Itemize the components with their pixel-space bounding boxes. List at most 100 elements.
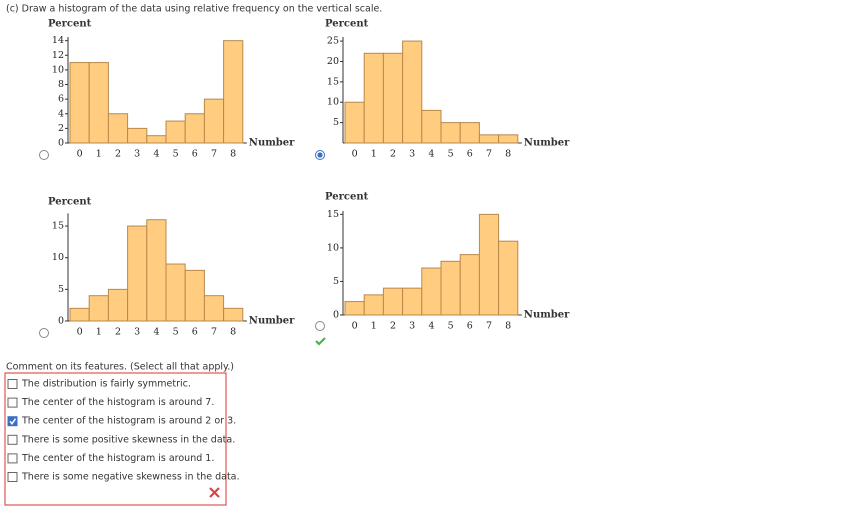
y-axis-label: Percent (325, 19, 369, 30)
bar (184, 113, 205, 144)
y-axis-label: Percent (325, 192, 369, 203)
x-tick-label: 4 (428, 149, 434, 160)
x-tick-label: 5 (173, 327, 179, 338)
bar (459, 122, 480, 144)
x-tick-label: 7 (486, 149, 492, 160)
y-tick-label: 0 (58, 138, 64, 149)
x-tick-label: 6 (467, 321, 473, 332)
x-tick-label: 3 (409, 321, 415, 332)
y-tick-label: 14 (52, 35, 64, 46)
bar (363, 294, 384, 316)
x-tick-label: 3 (409, 149, 415, 160)
y-tick-label: 10 (327, 242, 339, 253)
option-label: The center of the histogram is around 7. (21, 397, 214, 408)
x-tick-label: 1 (371, 321, 377, 332)
option-label: There is some positive skewness in the d… (21, 434, 235, 445)
radio-button[interactable] (39, 328, 49, 338)
bar (107, 288, 129, 322)
x-tick-label: 8 (505, 149, 511, 160)
checkbox[interactable] (7, 453, 18, 464)
y-tick-label: 10 (52, 252, 64, 263)
y-tick-label: 15 (327, 76, 339, 87)
x-tick-label: 3 (134, 149, 140, 160)
y-tick-label: 10 (327, 97, 339, 108)
comment-prompt: Comment on its features. (Select all tha… (6, 362, 234, 373)
x-tick-label: 5 (173, 149, 179, 160)
x-tick-label: 7 (211, 149, 217, 160)
bar (69, 62, 90, 144)
y-tick-label: 4 (58, 108, 64, 119)
bar (382, 287, 404, 316)
bar (223, 40, 244, 144)
checkbox[interactable] (7, 416, 18, 427)
y-axis-label: Percent (48, 19, 92, 30)
x-tick-label: 0 (77, 149, 83, 160)
x-axis-label: Number (524, 310, 570, 321)
bar (146, 135, 167, 144)
bar (421, 109, 442, 144)
x-tick-label: 5 (448, 321, 454, 332)
checkbox-tick (9, 418, 17, 425)
incorrect-icon (209, 487, 220, 498)
y-tick-label: 5 (58, 284, 64, 295)
x-tick-label: 6 (192, 149, 198, 160)
bar (440, 122, 461, 144)
instruction: (c) Draw a histogram of the data using r… (6, 4, 382, 15)
x-tick-label: 4 (153, 149, 159, 160)
bar (440, 260, 461, 316)
bar (459, 254, 480, 316)
x-tick-label: 2 (115, 327, 121, 338)
bar (146, 219, 167, 322)
x-tick-label: 8 (230, 327, 236, 338)
checkbox[interactable] (7, 379, 18, 389)
y-tick-label: 15 (327, 209, 339, 220)
x-tick-label: 4 (428, 321, 434, 332)
radio-button[interactable] (39, 150, 49, 160)
x-tick-label: 8 (230, 149, 236, 160)
bar (127, 127, 148, 144)
bar (421, 267, 442, 316)
bar (363, 52, 384, 144)
y-tick-label: 15 (52, 221, 64, 232)
checkbox[interactable] (7, 397, 18, 408)
x-tick-label: 2 (390, 321, 396, 332)
bar (203, 98, 225, 144)
bar (88, 295, 109, 322)
y-tick-label: 10 (52, 64, 64, 75)
radio-button[interactable] (315, 321, 325, 331)
bar (165, 120, 186, 144)
x-tick-label: 1 (96, 149, 102, 160)
checkbox[interactable] (7, 472, 18, 482)
option-label: The center of the histogram is around 2 … (21, 416, 236, 427)
bar (382, 52, 404, 144)
bar (478, 213, 500, 316)
bar (344, 301, 365, 316)
bar (69, 307, 90, 322)
x-tick-label: 1 (96, 327, 102, 338)
options-box (4, 372, 227, 506)
bar (402, 40, 423, 144)
x-tick-label: 7 (211, 327, 217, 338)
x-tick-label: 0 (352, 149, 358, 160)
y-tick-label: 8 (58, 79, 64, 90)
bar (203, 295, 225, 322)
bar (223, 307, 244, 322)
bar (344, 101, 365, 144)
bar (402, 287, 423, 316)
x-axis-label: Number (249, 138, 295, 149)
bar (88, 62, 109, 144)
y-tick-label: 5 (333, 276, 339, 287)
bar (478, 134, 500, 144)
bar (107, 113, 129, 144)
option-label: The center of the histogram is around 1. (21, 453, 214, 464)
x-axis-label: Number (249, 316, 295, 327)
y-tick-label: 2 (58, 123, 64, 134)
checkbox[interactable] (7, 434, 18, 445)
x-tick-label: 0 (77, 327, 83, 338)
y-tick-label: 5 (333, 117, 339, 128)
x-tick-label: 2 (115, 149, 121, 160)
option-label: There is some negative skewness in the d… (21, 472, 240, 483)
bar (498, 134, 519, 144)
x-tick-label: 6 (467, 149, 473, 160)
